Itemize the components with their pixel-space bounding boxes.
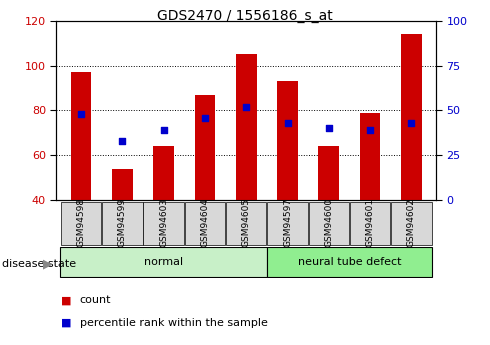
Text: GSM94598: GSM94598 xyxy=(76,198,86,247)
Point xyxy=(77,111,85,117)
FancyBboxPatch shape xyxy=(226,202,267,245)
Text: count: count xyxy=(80,295,111,305)
FancyBboxPatch shape xyxy=(350,202,390,245)
Point xyxy=(201,115,209,120)
Text: percentile rank within the sample: percentile rank within the sample xyxy=(80,318,268,327)
Text: disease state: disease state xyxy=(2,259,76,269)
Point xyxy=(243,104,250,110)
Point xyxy=(407,120,415,126)
Bar xyxy=(360,113,380,200)
Text: GSM94605: GSM94605 xyxy=(242,198,251,247)
Point xyxy=(119,138,126,144)
FancyBboxPatch shape xyxy=(61,202,101,245)
Bar xyxy=(195,95,215,200)
Text: GSM94604: GSM94604 xyxy=(200,198,209,247)
Bar xyxy=(71,72,92,200)
FancyBboxPatch shape xyxy=(60,247,267,277)
Point xyxy=(366,127,374,133)
FancyBboxPatch shape xyxy=(391,202,432,245)
Bar xyxy=(401,34,422,200)
Point xyxy=(284,120,292,126)
Bar xyxy=(112,169,133,200)
Point xyxy=(160,127,168,133)
FancyBboxPatch shape xyxy=(185,202,225,245)
Bar xyxy=(318,146,339,200)
Text: ▶: ▶ xyxy=(43,257,53,270)
Text: neural tube defect: neural tube defect xyxy=(297,257,401,267)
Text: ■: ■ xyxy=(61,318,72,327)
Bar xyxy=(277,81,298,200)
Text: GSM94597: GSM94597 xyxy=(283,198,292,247)
Text: GSM94599: GSM94599 xyxy=(118,198,127,247)
Text: ■: ■ xyxy=(61,295,72,305)
Bar xyxy=(236,55,257,200)
Bar xyxy=(153,146,174,200)
Text: GSM94601: GSM94601 xyxy=(366,198,374,247)
Text: normal: normal xyxy=(144,257,183,267)
FancyBboxPatch shape xyxy=(309,202,349,245)
FancyBboxPatch shape xyxy=(267,247,432,277)
Text: GDS2470 / 1556186_s_at: GDS2470 / 1556186_s_at xyxy=(157,9,333,23)
Text: GSM94600: GSM94600 xyxy=(324,198,333,247)
FancyBboxPatch shape xyxy=(144,202,184,245)
Text: GSM94603: GSM94603 xyxy=(159,198,168,247)
Point xyxy=(325,126,333,131)
FancyBboxPatch shape xyxy=(102,202,143,245)
Text: GSM94602: GSM94602 xyxy=(407,198,416,247)
FancyBboxPatch shape xyxy=(267,202,308,245)
